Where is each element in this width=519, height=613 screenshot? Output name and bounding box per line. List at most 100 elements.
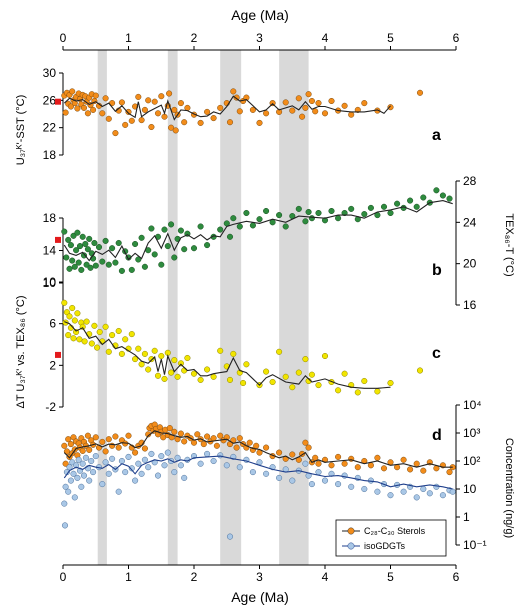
point-d-1-42 [158, 453, 165, 460]
point-c-0-44 [174, 373, 181, 380]
point-d-0-71 [236, 435, 243, 442]
point-c-0-23 [105, 348, 112, 355]
point-d-0-5 [67, 441, 74, 448]
point-a-0-26 [99, 110, 106, 117]
point-b-0-92 [439, 192, 446, 199]
modern-marker-a [55, 98, 61, 105]
point-d-1-12 [75, 456, 82, 463]
point-a-0-68 [256, 119, 263, 126]
point-d-1-44 [164, 449, 171, 456]
point-d-1-19 [86, 477, 93, 484]
point-d-0-53 [177, 430, 184, 437]
point-b-0-22 [91, 239, 98, 247]
point-b-0-43 [158, 261, 165, 268]
point-d-0-37 [145, 431, 152, 438]
point-a-0-30 [112, 130, 119, 137]
point-d-0-67 [223, 434, 230, 441]
point-d-1-10 [73, 462, 80, 469]
point-d-1-22 [92, 453, 99, 460]
point-c-0-58 [243, 361, 250, 368]
point-c-0-43 [171, 357, 178, 364]
point-c-0-47 [184, 354, 191, 362]
top-ticks: 0 1 2 3 4 5 6 [60, 31, 460, 50]
y-tick-left-label-b-2: 18 [43, 211, 57, 225]
point-d-0-89 [315, 460, 322, 467]
point-b-0-29 [112, 259, 119, 266]
point-c-0-62 [276, 348, 283, 355]
point-a-0-32 [118, 99, 125, 106]
point-b-0-7 [71, 263, 78, 270]
point-b-0-15 [82, 240, 89, 248]
modern-marker-c [55, 351, 61, 358]
point-d-1-25 [102, 459, 109, 466]
point-d-1-91 [439, 492, 446, 499]
y-tick-label-d-3: 10² [463, 454, 480, 468]
point-c-0-52 [217, 347, 224, 354]
point-c-0-46 [181, 367, 188, 374]
point-b-0-23 [92, 262, 99, 269]
point-c-0-32 [135, 345, 142, 352]
top-tick-label-6: 6 [453, 31, 460, 45]
point-d-0-61 [204, 433, 211, 440]
point-a-0-42 [151, 98, 158, 105]
point-b-0-26 [102, 237, 109, 244]
point-c-0-15 [83, 318, 90, 325]
data-series [55, 88, 456, 540]
point-d-0-65 [217, 432, 224, 439]
point-d-0-14 [79, 447, 86, 454]
point-d-0-51 [171, 428, 178, 435]
bottom-x-axis: 0 1 2 3 4 5 6 Age (Ma) [60, 564, 460, 605]
y-tick-label-b-0: 16 [463, 298, 477, 312]
legend-label-gdgt: isoGDGTs [364, 541, 406, 551]
point-a-0-82 [328, 97, 335, 105]
point-d-0-93 [341, 460, 348, 467]
point-b-0-89 [420, 194, 427, 201]
point-d-1-57 [226, 533, 234, 540]
point-d-1-71 [308, 481, 315, 488]
point-b-0-72 [308, 215, 315, 222]
point-a-0-48 [168, 124, 175, 131]
point-d-1-16 [80, 472, 88, 479]
point-b-0-40 [148, 225, 155, 232]
point-a-0-22 [90, 106, 97, 113]
top-x-axis-title: Age (Ma) [231, 7, 289, 23]
point-b-0-60 [236, 223, 243, 230]
point-c-0-40 [161, 375, 168, 382]
point-b-0-36 [135, 256, 142, 263]
point-c-0-55 [230, 350, 237, 357]
y-tick-left-label-b-1: 14 [43, 244, 57, 258]
point-b-0-30 [115, 239, 122, 247]
point-c-0-8 [71, 317, 78, 324]
top-x-axis: Age (Ma) 0 1 2 3 4 5 6 [60, 7, 460, 51]
point-b-0-74 [321, 217, 329, 224]
point-a-0-57 [204, 108, 211, 115]
y-tick-label-a-2: 26 [43, 93, 57, 107]
point-b-0-53 [197, 223, 204, 230]
point-c-0-36 [148, 356, 155, 363]
point-a-0-90 [416, 89, 424, 96]
point-b-0-84 [387, 209, 394, 217]
point-a-0-34 [125, 108, 132, 115]
point-a-0-58 [210, 115, 217, 122]
top-tick-label-4: 4 [322, 31, 329, 45]
bottom-x-axis-title: Age (Ma) [231, 589, 289, 605]
point-d-0-74 [246, 439, 253, 446]
point-b-0-88 [413, 203, 420, 210]
y-tick-label-d-1: 1 [463, 510, 470, 524]
point-a-0-18 [84, 110, 91, 117]
point-d-1-59 [236, 464, 243, 471]
point-d-0-99 [380, 465, 388, 472]
point-c-0-50 [204, 366, 211, 373]
point-d-0-33 [132, 449, 139, 456]
point-d-0-102 [400, 456, 407, 463]
point-c-0-10 [74, 310, 81, 317]
panel-letter-b: b [432, 262, 442, 279]
point-c-0-14 [81, 338, 88, 345]
point-a-0-28 [105, 115, 112, 122]
point-d-0-1 [62, 460, 69, 467]
point-b-0-80 [361, 211, 368, 218]
point-d-1-9 [71, 494, 78, 501]
point-d-0-25 [105, 436, 112, 443]
point-d-0-49 [166, 425, 173, 432]
point-b-0-0 [61, 228, 68, 235]
